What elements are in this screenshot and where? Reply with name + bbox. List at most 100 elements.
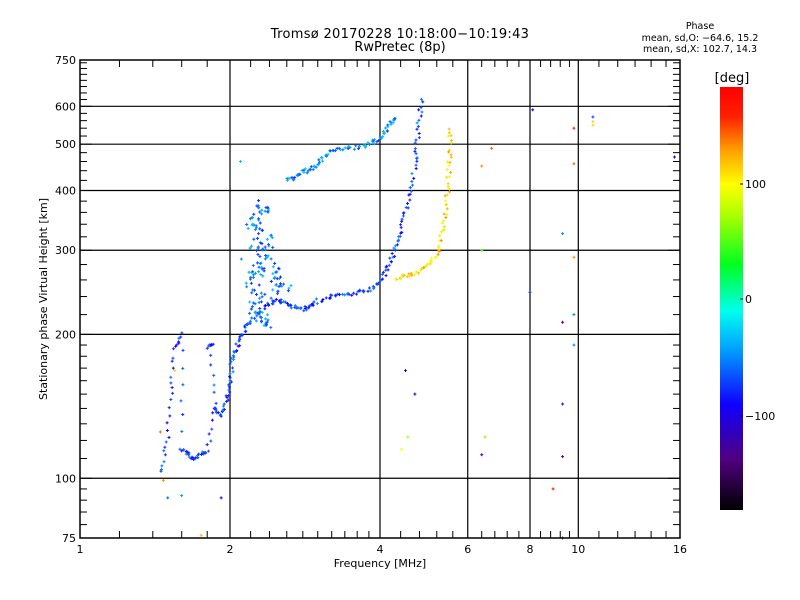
data-point [165, 429, 169, 433]
data-point [439, 230, 443, 234]
data-point [392, 117, 396, 121]
data-point [303, 304, 307, 308]
data-point [366, 141, 370, 145]
data-point [271, 265, 275, 269]
data-point [355, 292, 359, 296]
data-point [440, 221, 444, 225]
data-point [205, 443, 209, 447]
data-point [356, 290, 360, 294]
data-point [408, 198, 412, 202]
data-point [308, 168, 312, 172]
data-point [446, 185, 450, 189]
data-point [403, 369, 407, 373]
data-point [561, 402, 565, 406]
x-tick-label: 4 [377, 543, 384, 556]
data-point [417, 271, 421, 275]
data-point [393, 248, 397, 252]
data-point [249, 244, 253, 248]
data-point [267, 208, 271, 212]
data-point [572, 126, 576, 130]
data-point [413, 141, 417, 145]
data-point [260, 310, 264, 314]
data-point [406, 275, 410, 279]
data-point [417, 131, 421, 135]
data-point [228, 390, 232, 394]
data-point [251, 264, 255, 268]
data-point [305, 308, 309, 312]
data-point [252, 212, 256, 216]
data-point [211, 342, 215, 346]
data-point [438, 234, 442, 238]
data-point [170, 386, 174, 390]
data-point [213, 406, 217, 410]
data-point [222, 402, 226, 406]
data-point [273, 275, 277, 279]
data-point [411, 183, 415, 187]
data-point [442, 225, 446, 229]
data-point [443, 199, 447, 203]
data-point [246, 226, 250, 230]
data-point [209, 363, 213, 367]
plot-frame [79, 59, 681, 539]
y-tick-label: 100 [55, 472, 76, 485]
data-point [399, 277, 403, 281]
data-point [311, 168, 315, 172]
data-point [572, 255, 576, 259]
data-point [214, 401, 218, 405]
data-point [415, 127, 419, 131]
data-point [235, 348, 239, 352]
data-point [572, 343, 576, 347]
data-point [159, 468, 163, 472]
data-point [420, 110, 424, 114]
data-point [180, 331, 184, 335]
data-point [160, 464, 164, 468]
colorbar-tick-label: 0 [745, 293, 752, 306]
data-point [259, 291, 263, 295]
data-point [228, 374, 232, 378]
data-point [385, 129, 389, 133]
data-point [171, 391, 175, 395]
data-point [305, 171, 309, 175]
y-tick-label: 500 [55, 138, 76, 151]
data-point [400, 447, 404, 451]
data-point [180, 449, 184, 453]
data-point [189, 457, 193, 461]
data-point [436, 253, 440, 257]
data-point [290, 175, 294, 179]
phase-info-x-mode: mean, sd,X: 102.7, 14.3 [642, 44, 758, 55]
data-point [163, 445, 167, 449]
data-point [410, 172, 414, 176]
data-point [341, 148, 345, 152]
data-point [255, 314, 259, 318]
data-point [265, 237, 269, 241]
data-point [312, 164, 316, 168]
data-point [253, 302, 257, 306]
data-point [430, 259, 434, 263]
data-point [591, 115, 595, 119]
data-point [292, 177, 296, 181]
data-point [399, 223, 403, 227]
data-point [402, 273, 406, 277]
data-point [372, 142, 376, 146]
data-point [401, 214, 405, 218]
data-point [442, 212, 446, 216]
data-point [384, 268, 388, 272]
data-point [167, 406, 171, 410]
data-point [259, 273, 263, 277]
data-point [244, 281, 248, 285]
data-point [178, 447, 182, 451]
data-point [245, 222, 249, 226]
data-point [232, 355, 236, 359]
data-point [232, 349, 236, 353]
data-point [400, 230, 404, 234]
data-point [275, 277, 279, 281]
data-point [252, 273, 256, 277]
data-point [209, 439, 213, 443]
data-point [348, 145, 352, 149]
data-point [375, 140, 379, 144]
data-point [164, 440, 168, 444]
data-point [417, 118, 421, 122]
data-point [175, 343, 179, 347]
data-point [263, 245, 267, 249]
data-point [353, 147, 357, 151]
